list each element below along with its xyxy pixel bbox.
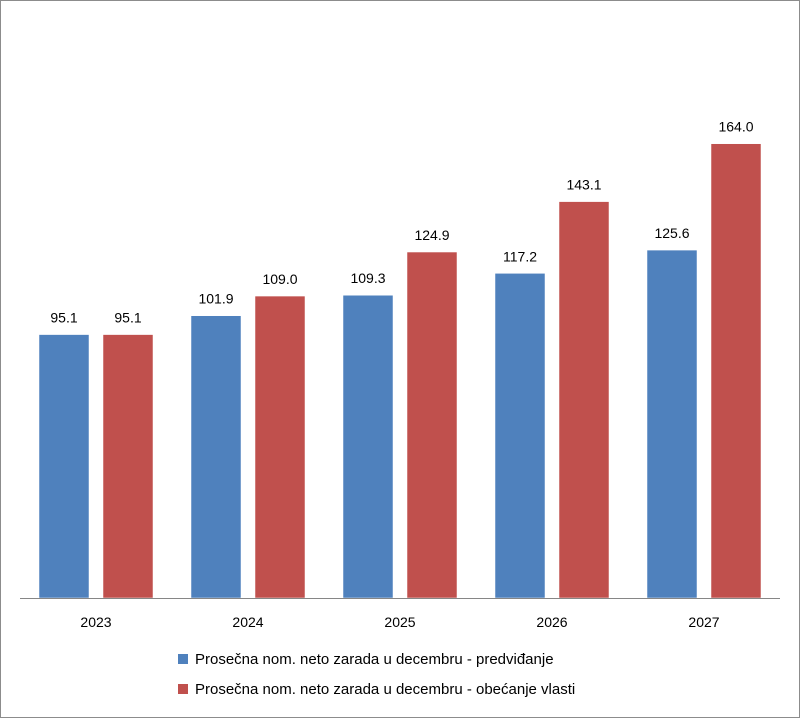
bar-2027-series-2 bbox=[710, 143, 762, 599]
data-label-2023-series-2: 95.1 bbox=[114, 310, 141, 326]
x-tick-label-2025: 2025 bbox=[384, 614, 415, 630]
data-label-2023-series-1: 95.1 bbox=[50, 310, 77, 326]
bar-2025-series-2 bbox=[406, 251, 458, 599]
bar-2023-series-2 bbox=[102, 334, 154, 599]
data-label-2027-series-2: 164.0 bbox=[718, 119, 753, 135]
x-tick-label-2026: 2026 bbox=[536, 614, 567, 630]
bar-2027-series-1 bbox=[646, 249, 698, 599]
bar-2023-series-1 bbox=[38, 334, 90, 599]
x-tick-label-2024: 2024 bbox=[232, 614, 263, 630]
legend: Prosečna nom. neto zarada u decembru - p… bbox=[178, 644, 575, 704]
bar-2024-series-2 bbox=[254, 295, 306, 599]
data-label-2027-series-1: 125.6 bbox=[654, 225, 689, 241]
bar-2024-series-1 bbox=[190, 315, 242, 599]
data-label-2025-series-1: 109.3 bbox=[350, 270, 385, 286]
data-label-2026-series-1: 117.2 bbox=[503, 248, 537, 264]
legend-swatch-predvidjanje bbox=[178, 654, 188, 664]
bar-2026-series-1 bbox=[494, 273, 546, 599]
bar-2026-series-2 bbox=[558, 201, 610, 599]
x-tick-label-2027: 2027 bbox=[688, 614, 719, 630]
legend-label-predvidjanje: Prosečna nom. neto zarada u decembru - p… bbox=[195, 650, 554, 668]
data-label-2025-series-2: 124.9 bbox=[414, 227, 449, 243]
data-label-2024-series-2: 109.0 bbox=[262, 271, 297, 287]
data-label-2026-series-2: 143.1 bbox=[566, 177, 601, 193]
data-label-2024-series-1: 101.9 bbox=[198, 291, 233, 307]
x-tick-label-2023: 2023 bbox=[80, 614, 111, 630]
bar-2025-series-1 bbox=[342, 294, 394, 599]
legend-item-obecanje: Prosečna nom. neto zarada u decembru - o… bbox=[178, 674, 575, 704]
legend-item-predvidjanje: Prosečna nom. neto zarada u decembru - p… bbox=[178, 644, 575, 674]
legend-swatch-obecanje bbox=[178, 684, 188, 694]
legend-label-obecanje: Prosečna nom. neto zarada u decembru - o… bbox=[195, 680, 576, 698]
